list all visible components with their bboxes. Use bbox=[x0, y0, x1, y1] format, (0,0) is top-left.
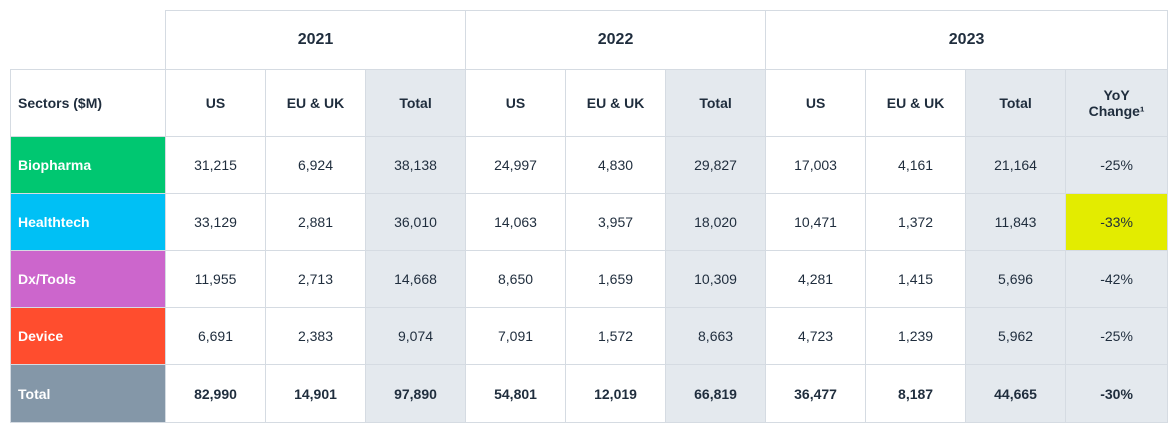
value-cell: 1,572 bbox=[565, 307, 667, 365]
value-cell: 17,003 bbox=[765, 136, 867, 194]
value-cell: 11,843 bbox=[965, 193, 1067, 251]
value-cell: 4,723 bbox=[765, 307, 867, 365]
table-row: Total 82,990 14,901 97,890 54,801 12,019 66,81… bbox=[10, 364, 1169, 423]
value-cell: 31,215 bbox=[165, 136, 266, 194]
value-cell: 8,187 bbox=[865, 364, 967, 423]
value-cell: 33,129 bbox=[165, 193, 266, 251]
value-cell: 1,372 bbox=[865, 193, 967, 251]
eu-uk-2021-header: EU & UK bbox=[265, 69, 366, 137]
value-cell: 54,801 bbox=[465, 364, 567, 423]
table-body: Biopharma 31,215 6,924 38,138 24,997 4,830 29,… bbox=[10, 136, 1169, 423]
table-row: Device 6,691 2,383 9,074 7,091 1,572 8,663 4,72… bbox=[10, 307, 1169, 365]
year-2022-header: 2022 bbox=[465, 10, 767, 70]
value-cell: 2,383 bbox=[265, 307, 366, 365]
sector-label: Device bbox=[10, 307, 166, 365]
value-cell: 9,074 bbox=[364, 307, 467, 365]
value-cell: 2,881 bbox=[265, 193, 366, 251]
yoy-change-cell: -30% bbox=[1065, 364, 1169, 423]
value-cell: 14,063 bbox=[465, 193, 567, 251]
value-cell: 29,827 bbox=[665, 136, 767, 194]
investment-table: 2021 2022 2023 Sectors ($M) US EU & UK T… bbox=[10, 10, 1169, 423]
value-cell: 10,471 bbox=[765, 193, 867, 251]
yoy-change-cell: -33% bbox=[1065, 193, 1169, 251]
total-2021-header: Total bbox=[364, 69, 467, 137]
eu-uk-2023-header: EU & UK bbox=[865, 69, 967, 137]
sector-label: Dx/Tools bbox=[10, 250, 166, 308]
value-cell: 36,477 bbox=[765, 364, 867, 423]
value-cell: 4,161 bbox=[865, 136, 967, 194]
value-cell: 6,691 bbox=[165, 307, 266, 365]
value-cell: 2,713 bbox=[265, 250, 366, 308]
value-cell: 4,281 bbox=[765, 250, 867, 308]
value-cell: 36,010 bbox=[364, 193, 467, 251]
yoy-change-cell: -25% bbox=[1065, 136, 1169, 194]
value-cell: 24,997 bbox=[465, 136, 567, 194]
table-row: Biopharma 31,215 6,924 38,138 24,997 4,830 29,… bbox=[10, 136, 1169, 194]
value-cell: 1,239 bbox=[865, 307, 967, 365]
sector-label: Total bbox=[10, 364, 166, 423]
value-cell: 14,901 bbox=[265, 364, 366, 423]
eu-uk-2022-header: EU & UK bbox=[565, 69, 667, 137]
value-cell: 1,659 bbox=[565, 250, 667, 308]
yoy-change-cell: -25% bbox=[1065, 307, 1169, 365]
sector-label: Healthtech bbox=[10, 193, 166, 251]
value-cell: 38,138 bbox=[364, 136, 467, 194]
value-cell: 97,890 bbox=[364, 364, 467, 423]
yoy-change-cell: -42% bbox=[1065, 250, 1169, 308]
yoy-header-line2: Change¹ bbox=[1088, 103, 1145, 119]
sectors-header: Sectors ($M) bbox=[10, 69, 166, 137]
value-cell: 5,962 bbox=[965, 307, 1067, 365]
us-2021-header: US bbox=[165, 69, 266, 137]
value-cell: 4,830 bbox=[565, 136, 667, 194]
value-cell: 8,650 bbox=[465, 250, 567, 308]
value-cell: 8,663 bbox=[665, 307, 767, 365]
value-cell: 44,665 bbox=[965, 364, 1067, 423]
value-cell: 11,955 bbox=[165, 250, 266, 308]
table-row: Healthtech 33,129 2,881 36,010 14,063 3,957 18… bbox=[10, 193, 1169, 251]
value-cell: 7,091 bbox=[465, 307, 567, 365]
value-cell: 3,957 bbox=[565, 193, 667, 251]
column-header-row: Sectors ($M) US EU & UK Total US EU & UK… bbox=[10, 69, 1169, 137]
us-2022-header: US bbox=[465, 69, 567, 137]
value-cell: 21,164 bbox=[965, 136, 1067, 194]
value-cell: 5,696 bbox=[965, 250, 1067, 308]
total-2023-header: Total bbox=[965, 69, 1067, 137]
value-cell: 6,924 bbox=[265, 136, 366, 194]
value-cell: 1,415 bbox=[865, 250, 967, 308]
yoy-header-line1: YoY bbox=[1103, 87, 1130, 103]
total-2022-header: Total bbox=[665, 69, 767, 137]
yoy-change-header: YoY Change¹ bbox=[1065, 69, 1169, 137]
value-cell: 18,020 bbox=[665, 193, 767, 251]
value-cell: 82,990 bbox=[165, 364, 266, 423]
year-header-row: 2021 2022 2023 bbox=[10, 10, 1169, 70]
us-2023-header: US bbox=[765, 69, 867, 137]
year-2021-header: 2021 bbox=[164, 10, 467, 70]
value-cell: 14,668 bbox=[364, 250, 467, 308]
year-2023-header: 2023 bbox=[765, 10, 1169, 70]
value-cell: 66,819 bbox=[665, 364, 767, 423]
value-cell: 12,019 bbox=[565, 364, 667, 423]
value-cell: 10,309 bbox=[665, 250, 767, 308]
table-row: Dx/Tools 11,955 2,713 14,668 8,650 1,659 10,30… bbox=[10, 250, 1169, 308]
corner-blank bbox=[10, 10, 166, 70]
sector-label: Biopharma bbox=[10, 136, 166, 194]
